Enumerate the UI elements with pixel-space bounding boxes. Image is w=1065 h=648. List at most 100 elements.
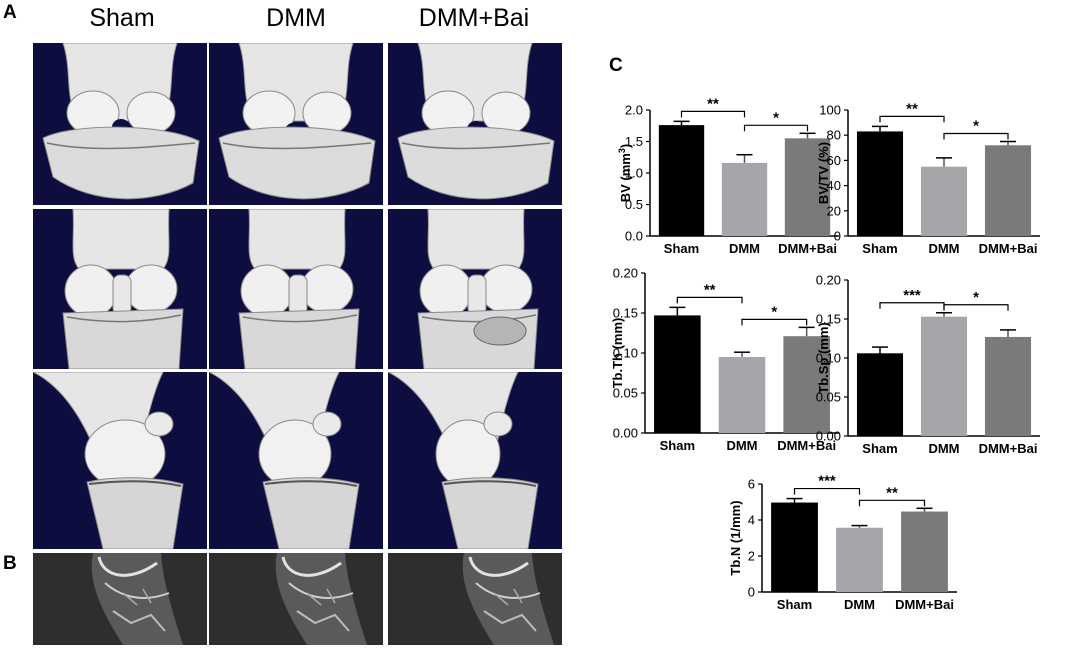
significance-label: * <box>771 303 777 320</box>
y-tick-label: 0.10 <box>613 346 638 361</box>
reconstruction-image-dmm-view-1 <box>209 43 383 205</box>
panel-label-b: B <box>3 553 17 574</box>
reconstruction-image-sham-view-3 <box>33 372 207 549</box>
bar-dmm <box>920 166 968 236</box>
y-tick-label: 0.20 <box>816 273 841 288</box>
chart-tb-th: 0.00 0.05 0.10 0.15 0.20 Tb.Th (mm) Sham DMM DMM… <box>610 266 839 453</box>
y-axis-label: BV (mm3) <box>617 144 633 202</box>
y-axis-label-superscript: 3 <box>617 148 627 153</box>
x-tick-label: DMM <box>729 241 760 256</box>
y-axis-label-text-end: ) <box>618 144 633 148</box>
x-tick-label: DMM+Bai <box>979 241 1038 256</box>
y-tick-label: 0 <box>748 585 755 600</box>
y-tick-label: 0.20 <box>613 266 638 281</box>
x-tick-label: Sham <box>777 597 812 612</box>
reconstruction-image-sham-view-2 <box>33 209 207 369</box>
y-tick-label: 1.5 <box>625 134 643 149</box>
reconstruction-image-sham-view-1 <box>33 43 207 205</box>
x-tick-label: DMM+Bai <box>777 438 836 453</box>
significance-bracket <box>676 296 743 304</box>
significance-bracket <box>793 487 861 495</box>
significance-label: * <box>973 118 979 135</box>
bar-dmm-bai <box>783 336 830 433</box>
y-tick-label: 4 <box>748 513 755 528</box>
significance-label: ** <box>906 100 918 117</box>
significance-bracket <box>680 110 746 118</box>
y-axis-label: Tb.Th (mm) <box>610 318 625 389</box>
reconstruction-image-dmm-view-3 <box>209 372 383 549</box>
reconstruction-image-dmm-view-2 <box>209 209 383 369</box>
reconstruction-image-dmm-bai-view-1 <box>388 43 562 205</box>
bar-dmm-bai <box>901 511 948 592</box>
x-tick-label: Sham <box>862 441 897 456</box>
significance-bracket <box>943 304 1009 311</box>
significance-bracket <box>943 132 1009 140</box>
reconstruction-image-dmm-bai-view-2 <box>388 209 562 369</box>
y-axis-label: Tb.Sp (mm) <box>816 322 831 394</box>
bar-dmm <box>920 316 968 436</box>
significance-bracket <box>858 499 926 507</box>
y-tick-label: 20 <box>827 203 841 218</box>
bar-dmm-bai <box>984 336 1032 436</box>
y-axis-label: BV/TV (%) <box>816 142 831 204</box>
y-tick-label: 0.05 <box>613 386 638 401</box>
ct-slice-image-dmm <box>209 553 383 645</box>
panel-label-c: C <box>609 55 623 76</box>
x-tick-label: DMM+Bai <box>778 241 837 256</box>
significance-label: ** <box>707 95 719 112</box>
bar-sham <box>856 353 904 436</box>
y-tick-label: 0.00 <box>613 426 638 441</box>
reconstruction-image-dmm-bai-view-3 <box>388 372 562 549</box>
y-tick-label: 100 <box>819 103 841 118</box>
y-tick-label: 0.15 <box>816 312 841 327</box>
ct-slice-image-sham <box>33 553 207 645</box>
panel-label-a: A <box>3 2 17 23</box>
y-tick-label: 1.0 <box>625 166 643 181</box>
bar-dmm <box>836 527 883 592</box>
chart-bv: 0.00.51.01.52.0BV (mm3)Sham DMM DMM+Bai*** <box>617 95 839 256</box>
significance-label: ** <box>886 484 898 501</box>
significance-label: *** <box>818 473 836 490</box>
y-tick-label: 2 <box>748 549 755 564</box>
y-tick-label: 0 <box>834 229 841 244</box>
ct-slice-image-dmm-bai <box>388 553 562 645</box>
y-tick-label: 0.10 <box>816 351 841 366</box>
x-tick-label: Sham <box>862 241 897 256</box>
column-title-sham: Sham <box>89 4 155 32</box>
bar-dmm <box>721 162 768 236</box>
bar-dmm <box>718 357 766 433</box>
y-tick-label: 0.15 <box>613 306 638 321</box>
x-tick-label: DMM+Bai <box>895 597 954 612</box>
column-title-dmm: DMM <box>266 4 326 32</box>
y-tick-label: 0.00 <box>816 429 841 444</box>
y-tick-label: 2.0 <box>625 103 643 118</box>
bar-sham <box>856 131 904 236</box>
x-tick-label: DMM <box>844 597 875 612</box>
significance-label: *** <box>903 287 921 304</box>
x-tick-label: Sham <box>664 241 699 256</box>
y-tick-label: 0.5 <box>625 197 643 212</box>
x-tick-label: DMM <box>726 438 757 453</box>
x-tick-label: DMM+Bai <box>979 441 1038 456</box>
bar-dmm-bai <box>984 145 1032 236</box>
column-title-dmm-bai: DMM+Bai <box>418 4 530 32</box>
significance-bracket <box>879 115 945 123</box>
significance-label: * <box>773 109 779 126</box>
significance-label: ** <box>704 281 716 298</box>
significance-bracket <box>743 124 809 132</box>
chart-tb-sp: 0.00 0.05 0.10 0.15 0.20 Tb.Sp (mm) Sham DMM DMM… <box>816 273 1040 456</box>
significance-bracket <box>879 302 945 309</box>
significance-bracket <box>741 318 808 326</box>
y-tick-label: 80 <box>827 128 841 143</box>
bar-dmm-bai <box>784 138 831 236</box>
bar-sham <box>658 125 705 236</box>
y-tick-label: 0.05 <box>816 390 841 405</box>
y-tick-label: 60 <box>827 153 841 168</box>
significance-label: * <box>973 289 979 306</box>
x-tick-label: DMM <box>928 241 959 256</box>
y-axis-label: Tb.N (1/mm) <box>728 500 743 575</box>
bar-sham <box>654 315 701 433</box>
x-tick-label: DMM <box>928 441 959 456</box>
